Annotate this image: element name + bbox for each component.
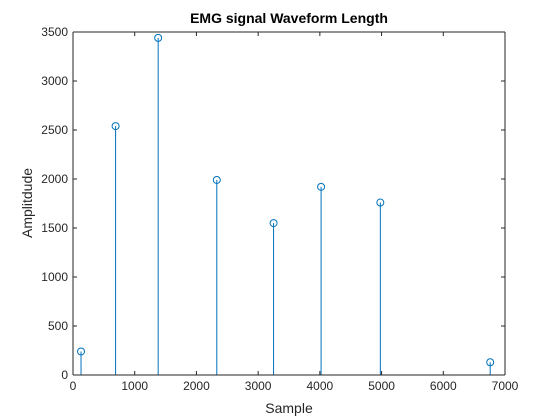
stem-marker [77, 347, 86, 356]
y-tick-label: 1500 [41, 221, 68, 235]
stem-marker [269, 219, 278, 228]
x-tick-label: 1000 [121, 379, 148, 393]
y-tick-label: 3000 [41, 74, 68, 88]
stems-layer [77, 33, 495, 375]
ticks-layer: 0 1000 2000 3000 4000 5000 6000 7000 0 500 1000 150… [41, 25, 518, 393]
x-tick-label: 5000 [368, 379, 395, 393]
stem-marker [486, 358, 495, 367]
stem-marker [111, 122, 120, 131]
y-axis-label: Amplitdude [19, 168, 35, 238]
y-tick-label: 1000 [41, 270, 68, 284]
chart-title: EMG signal Waveform Length [190, 10, 388, 26]
plot-area [73, 32, 505, 375]
x-axis-label: Sample [265, 400, 313, 416]
stem-marker [212, 175, 221, 184]
y-tick-label: 3500 [41, 25, 68, 39]
x-tick-label: 4000 [307, 379, 334, 393]
stem-marker [154, 33, 163, 42]
x-tick-label: 0 [70, 379, 77, 393]
y-tick-label: 2000 [41, 172, 68, 186]
x-tick-label: 7000 [492, 379, 519, 393]
y-tick-label: 2500 [41, 123, 68, 137]
x-tick-label: 2000 [183, 379, 210, 393]
x-tick-label: 6000 [430, 379, 457, 393]
x-tick-label: 3000 [245, 379, 272, 393]
y-tick-label: 500 [48, 319, 68, 333]
y-tick-label: 0 [61, 368, 68, 382]
stem-marker [376, 198, 385, 207]
stem-marker [317, 182, 326, 191]
